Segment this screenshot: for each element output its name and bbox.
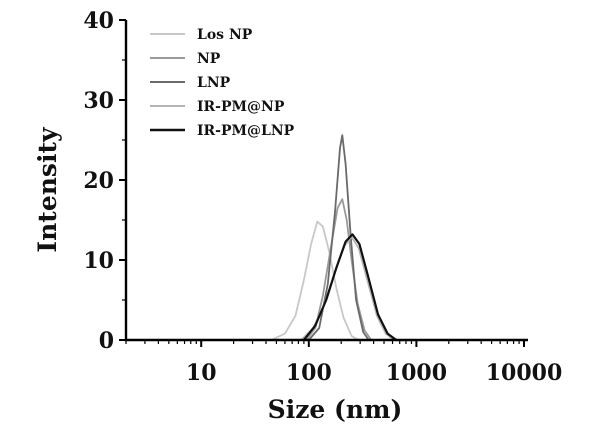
legend-label: IR-PM@NP xyxy=(197,99,285,115)
x-tick-label: 10000 xyxy=(486,360,563,386)
x-tick-label: 1000 xyxy=(386,360,447,386)
x-tick-label: 100 xyxy=(286,360,332,386)
x-axis-title: Size (nm) xyxy=(268,395,403,424)
legend-label: Los NP xyxy=(197,27,253,43)
series-line-np xyxy=(306,199,371,340)
legend: Los NP NP LNP IR-PM@NP IR-PM@LNP xyxy=(150,27,295,139)
y-tick-label: 40 xyxy=(83,8,114,34)
x-tick-label: 10 xyxy=(186,360,217,386)
y-tick-label: 20 xyxy=(83,168,114,194)
y-tick-label: 10 xyxy=(83,248,114,274)
legend-label: NP xyxy=(197,51,221,67)
legend-label: LNP xyxy=(197,75,231,91)
y-tick-label: 0 xyxy=(99,328,114,354)
y-axis-title: Intensity xyxy=(33,126,62,253)
tick-labels: 0 10 20 30 40 10 100 1000 10000 xyxy=(83,8,562,386)
series-layer xyxy=(272,135,397,340)
y-tick-label: 30 xyxy=(83,88,114,114)
legend-label: IR-PM@LNP xyxy=(197,123,295,139)
